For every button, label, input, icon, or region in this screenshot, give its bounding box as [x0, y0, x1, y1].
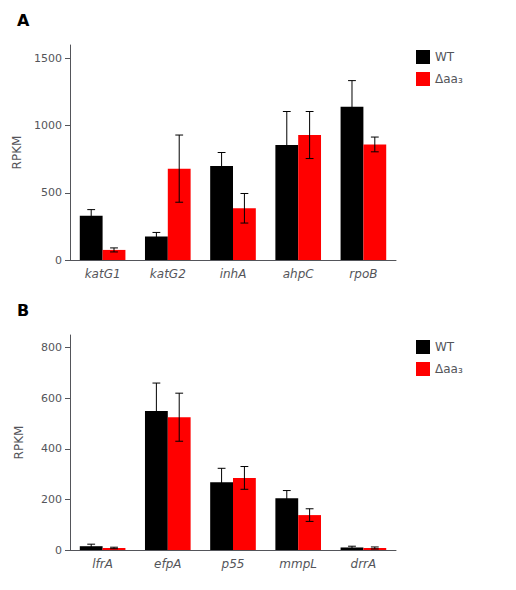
svg-text:B: B — [17, 301, 29, 320]
svg-text:200: 200 — [41, 493, 62, 506]
svg-text:inhA: inhA — [220, 267, 247, 281]
svg-text:mmpL: mmpL — [279, 557, 317, 571]
svg-text:ahpC: ahpC — [283, 267, 315, 281]
svg-text:0: 0 — [55, 254, 62, 267]
svg-text:RPKM: RPKM — [10, 136, 24, 170]
svg-text:katG1: katG1 — [85, 267, 121, 281]
svg-text:600: 600 — [41, 392, 62, 405]
svg-text:400: 400 — [41, 442, 62, 455]
svg-text:WT: WT — [435, 50, 455, 64]
svg-text:1000: 1000 — [34, 119, 62, 132]
svg-text:500: 500 — [41, 186, 62, 199]
svg-text:drrA: drrA — [351, 557, 377, 571]
svg-text:efpA: efpA — [154, 557, 181, 571]
svg-text:lfrA: lfrA — [92, 557, 113, 571]
svg-text:1500: 1500 — [34, 52, 62, 65]
svg-text:0: 0 — [55, 544, 62, 557]
svg-text:katG2: katG2 — [150, 267, 186, 281]
svg-text:800: 800 — [41, 341, 62, 354]
svg-text:A: A — [17, 11, 30, 30]
svg-text:rpoB: rpoB — [349, 267, 377, 281]
svg-text:WT: WT — [435, 340, 455, 354]
svg-text:Δaa₃: Δaa₃ — [435, 72, 463, 86]
svg-text:p55: p55 — [221, 557, 245, 571]
svg-text:Δaa₃: Δaa₃ — [435, 362, 463, 376]
svg-text:RPKM: RPKM — [12, 426, 26, 460]
